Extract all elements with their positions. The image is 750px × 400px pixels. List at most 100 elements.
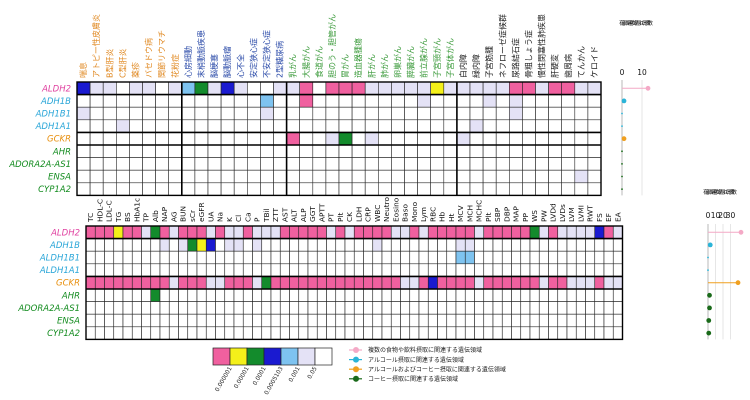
heatmap-cell <box>535 169 549 184</box>
category-legend-dot <box>353 356 359 363</box>
heatmap-cell <box>102 182 117 196</box>
heatmap-cell <box>326 288 337 302</box>
heatmap-cell <box>381 225 392 239</box>
heatmap-cell <box>446 263 457 277</box>
column-label: CRP <box>364 207 373 222</box>
heatmap-cell <box>94 301 105 315</box>
heatmap-cell <box>548 132 562 146</box>
heatmap-cell <box>364 106 379 121</box>
heatmap-cell <box>522 157 536 171</box>
heatmap-cell <box>142 106 156 121</box>
heatmap-cell <box>260 94 274 108</box>
heatmap-cell <box>94 250 105 265</box>
gene-row-label: ENSA <box>48 173 71 183</box>
heatmap-cell <box>443 81 458 95</box>
heatmap-cell <box>215 250 226 265</box>
heatmap-cell <box>351 157 366 171</box>
heatmap-cell <box>390 326 401 340</box>
heatmap-cell <box>122 263 133 277</box>
heatmap-cell <box>260 81 274 95</box>
heatmap-cell <box>430 132 445 146</box>
heatmap-cell <box>260 144 274 158</box>
heatmap-cell <box>351 132 366 146</box>
heatmap-cell <box>85 238 96 252</box>
heatmap-cell <box>363 263 374 277</box>
heatmap-cell <box>298 250 309 265</box>
heatmap-cell <box>168 169 183 184</box>
heatmap-cell <box>273 157 287 171</box>
heatmap-cell <box>594 263 605 277</box>
column-label: ネフローゼ症候群 <box>497 14 507 78</box>
column-label: 前立腺がん <box>419 38 429 78</box>
heatmap-cell <box>159 301 170 315</box>
heatmap-cell <box>312 106 327 121</box>
heatmap-cell <box>150 301 161 315</box>
heatmap-cell <box>168 301 179 315</box>
column-label: 肝がん <box>366 54 376 78</box>
column-label: 胆のう・胆管がん <box>327 14 337 78</box>
heatmap-cell <box>522 144 536 158</box>
heatmap-cell <box>548 182 562 196</box>
heatmap-cell <box>122 250 133 265</box>
heatmap-cell <box>344 250 355 265</box>
heatmap-cell <box>252 250 263 265</box>
heatmap-cell <box>94 313 105 328</box>
heatmap-cell <box>181 119 196 133</box>
heatmap-cell <box>224 225 235 239</box>
heatmap-cell <box>299 119 314 133</box>
heatmap-cell <box>603 225 614 239</box>
heatmap-cell <box>427 250 438 265</box>
column-label: Cl <box>234 215 243 222</box>
column-label: 脳梗塞 <box>209 54 219 78</box>
heatmap-cell <box>501 313 512 328</box>
heatmap-cell <box>168 94 183 108</box>
heatmap-cell <box>142 81 156 95</box>
heatmap-cell <box>252 263 263 277</box>
heatmap-cell <box>495 169 510 184</box>
heatmap-cell <box>474 276 485 290</box>
heatmap-cell <box>535 81 549 95</box>
heatmap-cell <box>141 263 152 277</box>
heatmap-cell <box>418 263 429 277</box>
heatmap-cell <box>404 119 418 133</box>
heatmap-cell <box>474 250 485 265</box>
lab-trait-heatmap-panel: TC HDL-C LDL-C TG BS HbA1c TP Alb NAP AG BUN sCr eGF… <box>17 188 744 341</box>
heatmap-cell <box>548 238 559 252</box>
heatmap-cell <box>400 301 411 315</box>
heatmap-cell <box>529 225 540 239</box>
heatmap-cell <box>427 263 438 277</box>
heatmap-cell <box>187 225 198 239</box>
heatmap-cell <box>594 313 605 328</box>
heatmap-cell <box>495 182 510 196</box>
heatmap-cell <box>113 313 124 328</box>
heatmap-cell <box>168 263 179 277</box>
heatmap-cell <box>233 132 248 146</box>
heatmap-cell <box>233 94 248 108</box>
heatmap-cell <box>299 169 314 184</box>
heatmap-cell <box>307 263 318 277</box>
heatmap-cell <box>483 250 494 265</box>
heatmap-cell <box>437 326 448 340</box>
heatmap-cell <box>155 144 170 158</box>
count-lollipop-point <box>621 98 627 104</box>
heatmap-cell <box>215 225 226 239</box>
heatmap-cell <box>511 250 522 265</box>
heatmap-cell <box>220 132 235 146</box>
heatmap-cell <box>377 132 392 146</box>
heatmap-cell <box>482 182 497 196</box>
heatmap-cell <box>390 288 401 302</box>
heatmap-cell <box>464 313 475 328</box>
heatmap-cell <box>325 157 340 171</box>
heatmap-cell <box>298 276 309 290</box>
heatmap-cell <box>181 169 196 184</box>
heatmap-cell <box>363 326 374 340</box>
heatmap-cell <box>430 182 445 196</box>
heatmap-cell <box>168 144 183 158</box>
heatmap-cell <box>233 276 244 290</box>
heatmap-cell <box>566 263 577 277</box>
heatmap-cell <box>233 119 248 133</box>
heatmap-cell <box>141 250 152 265</box>
heatmap-cell <box>129 169 143 184</box>
heatmap-cell <box>194 132 209 146</box>
heatmap-cell <box>325 144 340 158</box>
